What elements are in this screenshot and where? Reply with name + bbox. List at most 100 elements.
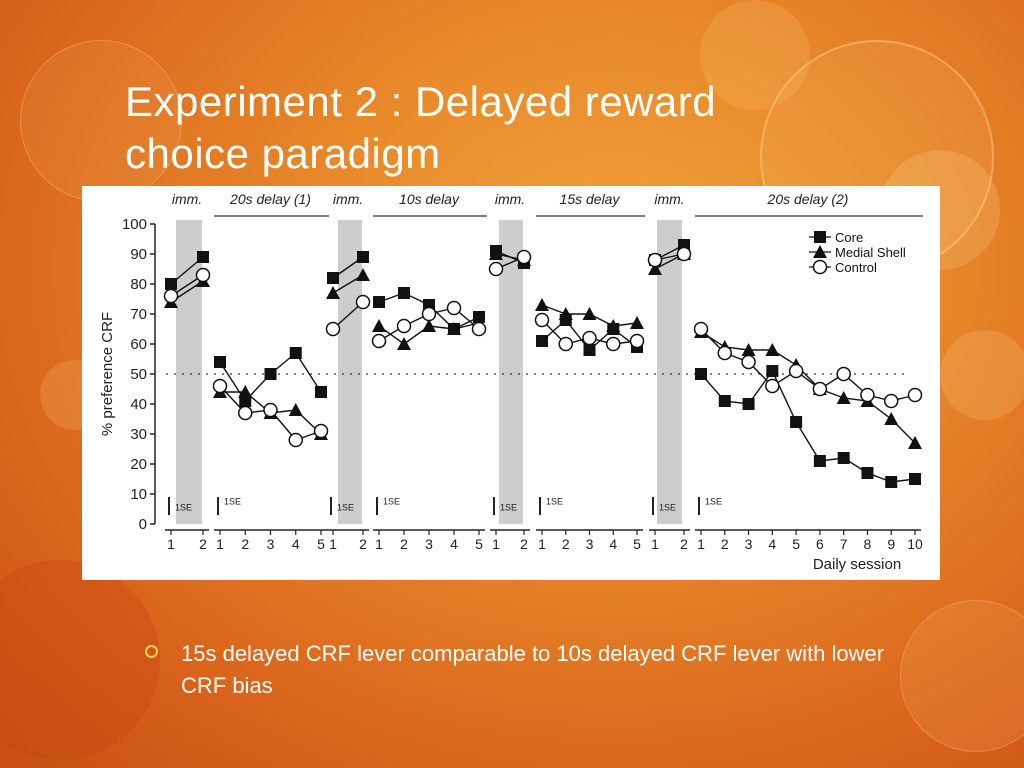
y-tick-label: 10: [130, 486, 147, 503]
x-tick-label: 4: [768, 536, 776, 552]
x-tick-label: 2: [680, 536, 688, 552]
shell-marker: [884, 412, 899, 425]
legend-label: Core: [835, 230, 863, 245]
x-tick-label: 2: [199, 536, 207, 552]
control-marker: [516, 249, 532, 265]
shell-marker: [836, 391, 851, 404]
y-axis-label: % preference CRF: [99, 312, 116, 436]
panel-label: 10s delay: [399, 191, 460, 207]
core-marker: [837, 452, 850, 464]
x-tick-label: 3: [586, 536, 594, 552]
slide-title: Experiment 2 : Delayed reward choice par…: [125, 76, 885, 180]
x-tick-label: 2: [562, 536, 570, 552]
y-tick-label: 50: [130, 366, 147, 383]
x-tick-label: 2: [520, 536, 528, 552]
shell-marker: [238, 385, 253, 398]
control-marker: [163, 288, 179, 304]
control-marker: [907, 387, 923, 403]
control-marker: [812, 381, 828, 397]
x-tick-label: 5: [317, 536, 325, 552]
control-marker: [606, 336, 621, 352]
chart-svg: 0 10 20 30 40 50 60 70 80 90 100 % preference CRF im…: [99, 191, 923, 573]
core-marker: [766, 365, 779, 377]
shaded-band: [338, 220, 362, 524]
shell-marker: [356, 268, 370, 281]
x-tick-label: 1: [492, 536, 500, 552]
x-axis-label: Daily session: [813, 556, 901, 573]
se-label: 1SE: [500, 503, 517, 513]
core-marker: [448, 323, 460, 335]
x-tick-label: 9: [887, 536, 895, 552]
y-tick-label: 60: [130, 336, 147, 353]
y-tick-label: 20: [130, 456, 147, 473]
x-tick-label: 1: [375, 536, 383, 552]
panel-label: imm.: [333, 191, 363, 207]
legend-label: Control: [835, 260, 877, 275]
control-marker: [693, 321, 709, 337]
control-marker: [325, 321, 341, 337]
control-marker: [396, 318, 412, 334]
x-tick-label: 1: [216, 536, 224, 552]
control-marker: [717, 345, 733, 361]
core-marker: [790, 416, 803, 428]
control-marker: [629, 333, 645, 349]
control-marker: [676, 246, 692, 262]
core-marker: [814, 231, 826, 243]
control-marker: [238, 405, 253, 421]
x-tick-label: 5: [792, 536, 800, 552]
core-marker: [398, 287, 410, 299]
se-label: 1SE: [705, 497, 722, 507]
core-marker: [289, 347, 302, 359]
x-tick-label: 4: [609, 536, 617, 552]
control-marker: [741, 354, 756, 370]
y-tick-label: 40: [130, 396, 147, 413]
control-marker: [647, 252, 663, 268]
x-tick-label: 3: [425, 536, 433, 552]
control-marker: [534, 312, 550, 328]
shaded-band: [657, 220, 682, 524]
control-marker: [421, 306, 437, 322]
se-label: 1SE: [383, 497, 400, 507]
control-marker: [558, 336, 573, 352]
bokeh-circle: [0, 560, 160, 760]
core-marker: [583, 344, 596, 356]
control-marker: [883, 393, 899, 409]
panel-label: 20s delay (2): [767, 191, 849, 207]
shell-marker: [372, 319, 386, 332]
chart-figure: 0 10 20 30 40 50 60 70 80 90 100 % preference CRF im…: [82, 186, 940, 580]
shell-marker: [908, 436, 922, 449]
x-tick-label: 6: [816, 536, 824, 552]
core-marker: [264, 368, 277, 380]
core-marker: [742, 398, 755, 410]
core-marker: [357, 251, 369, 263]
core-marker: [473, 311, 485, 323]
x-tick-label: 4: [450, 536, 458, 552]
x-tick-label: 2: [241, 536, 249, 552]
shaded-band: [176, 220, 202, 524]
x-tick-label: 1: [697, 536, 705, 552]
shell-marker: [765, 343, 780, 356]
control-marker: [313, 423, 329, 439]
core-marker: [214, 356, 226, 368]
core-marker: [909, 473, 921, 485]
x-tick-label: 2: [721, 536, 729, 552]
panel-label: 15s delay: [560, 191, 621, 207]
y-tick-label: 80: [130, 276, 147, 293]
legend-label: Medial Shell: [835, 245, 906, 260]
control-marker: [212, 378, 228, 394]
shell-marker: [288, 403, 303, 416]
panel-label: imm.: [495, 191, 525, 207]
se-label: 1SE: [337, 503, 354, 513]
control-marker: [288, 432, 303, 448]
x-tick-label: 1: [651, 536, 659, 552]
core-marker: [327, 272, 339, 284]
x-tick-label: 7: [840, 536, 848, 552]
control-marker: [355, 294, 371, 310]
control-marker: [263, 402, 278, 418]
control-marker: [371, 333, 387, 349]
bullet-circle-icon: [145, 645, 158, 658]
shell-marker: [630, 316, 644, 329]
core-marker: [165, 278, 177, 290]
se-label: 1SE: [175, 503, 192, 513]
x-tick-label: 2: [400, 536, 408, 552]
